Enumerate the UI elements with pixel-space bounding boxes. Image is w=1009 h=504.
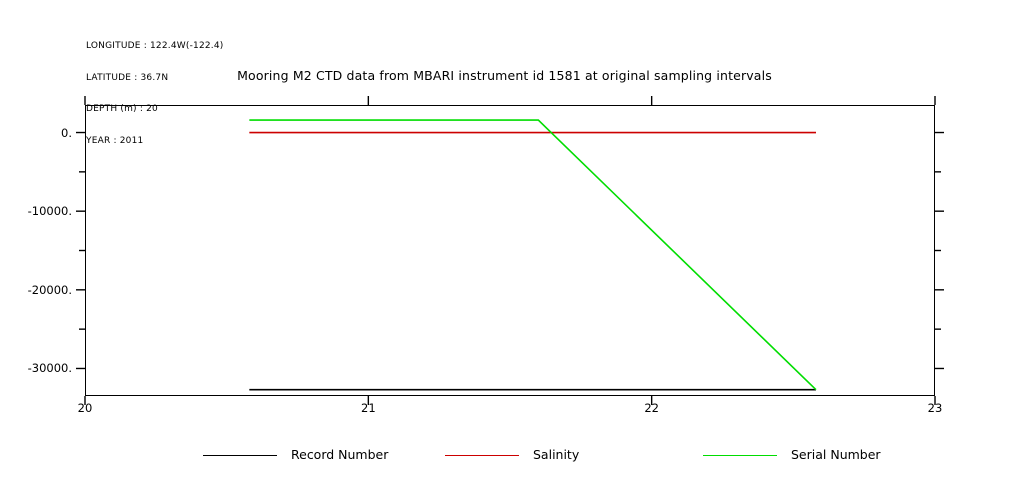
y-tick-label: -20000. — [27, 282, 72, 297]
chart-legend: Record Number Salinity Serial Number — [0, 444, 1009, 470]
x-tick-label: 21 — [361, 401, 376, 415]
x-tick-label: 23 — [927, 401, 943, 415]
legend-entry[interactable]: Serial Number — [703, 444, 881, 466]
legend-line-swatch — [445, 454, 519, 456]
metadata-year: YEAR : 2011 — [86, 135, 144, 146]
metadata-longitude: LONGITUDE : 122.4W(-122.4) — [86, 41, 224, 51]
x-tick-label: 20 — [77, 401, 93, 415]
x-tick-label: 22 — [644, 401, 659, 415]
metadata-header: LONGITUDE : 122.4W(-122.4) LATITUDE : 36… — [86, 20, 224, 157]
legend-entry[interactable]: Salinity — [445, 444, 579, 466]
metadata-depth: DEPTH (m) : 20 — [86, 104, 158, 114]
legend-label: Record Number — [291, 447, 389, 462]
y-tick-label: 0. — [61, 125, 72, 140]
legend-label: Serial Number — [791, 447, 881, 462]
chart-title: Mooring M2 CTD data from MBARI instrumen… — [237, 68, 772, 83]
legend-label: Salinity — [533, 447, 580, 462]
y-tick-label: -10000. — [27, 204, 72, 219]
legend-line-swatch — [703, 454, 777, 456]
legend-line-swatch — [203, 454, 277, 456]
metadata-latitude: LATITUDE : 36.7N — [86, 72, 169, 83]
plot-frame — [85, 105, 935, 396]
legend-entry[interactable]: Record Number — [203, 444, 388, 466]
y-tick-label: -30000. — [27, 361, 72, 376]
y-axis-tick-labels: 0. -10000. -20000. -30000. — [0, 0, 72, 504]
